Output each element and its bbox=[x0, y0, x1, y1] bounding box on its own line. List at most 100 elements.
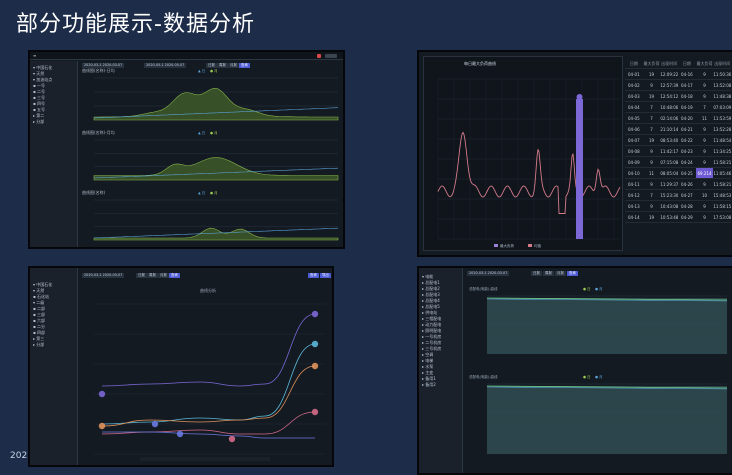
series-line bbox=[101, 343, 316, 425]
tree-item[interactable]: ▸ 动力配电 bbox=[422, 322, 442, 327]
tree-item[interactable]: ▾ 电能 bbox=[422, 274, 434, 279]
toolbar-button[interactable]: 月报 bbox=[158, 273, 169, 278]
user-avatar[interactable] bbox=[325, 54, 337, 58]
tree-item[interactable]: ▸ 照明配电 bbox=[422, 328, 442, 333]
table-cell: 08:53:40 bbox=[660, 138, 679, 143]
toolbar-button[interactable]: 日报 bbox=[206, 63, 217, 68]
toolbar-button[interactable]: 日报 bbox=[136, 273, 147, 278]
table-cell: 04-12 bbox=[628, 193, 640, 198]
table-cell: 04-04 bbox=[628, 105, 640, 110]
table-row: 04-09 9 07:15:08 04-24 9 11:58:21 bbox=[625, 157, 731, 168]
tree-item[interactable]: ▸ 一号机房 bbox=[422, 334, 442, 339]
table-cell: 04-24 bbox=[681, 160, 693, 165]
table-cell: 9 bbox=[650, 160, 653, 165]
point-marker bbox=[311, 362, 319, 370]
table-cell: 11:42:17 bbox=[660, 149, 679, 154]
table-cell: 7 bbox=[650, 127, 653, 132]
table-cell: 9 bbox=[703, 94, 706, 99]
tree-item[interactable]: ▸ 水泵 bbox=[422, 364, 434, 369]
toolbar-button[interactable]: 2020-03-1 2020-03-07 bbox=[467, 271, 510, 276]
table-cell: 04-23 bbox=[681, 149, 693, 154]
tree-item[interactable]: ▸ 分部 bbox=[33, 342, 45, 347]
toolbar-button[interactable]: 月报 bbox=[228, 63, 239, 68]
tree-item[interactable]: ▾ 中国石化 bbox=[33, 65, 53, 70]
tree-item[interactable]: ▾ 中国石化 bbox=[33, 282, 53, 287]
toolbar-button[interactable]: 查询 bbox=[567, 271, 578, 276]
toolbar-button[interactable]: 周报 bbox=[217, 63, 228, 68]
tree-item[interactable]: ▾ 天然 bbox=[33, 71, 45, 76]
tree-item[interactable]: ▸ 备用1 bbox=[422, 376, 436, 381]
tree-item[interactable]: ▸ 总配电5 bbox=[422, 304, 440, 309]
tree-item[interactable]: ▸ 三相配电 bbox=[422, 316, 442, 321]
tree-item[interactable]: ▪ 二分 bbox=[33, 324, 45, 329]
toolbar-button[interactable]: 月报 bbox=[555, 271, 566, 276]
tree-item[interactable]: ▸ 第二 bbox=[33, 113, 45, 118]
tree-list[interactable]: ▾ 电能 ▸ 总配电1 ▸ 总配电2 ▸ 总配电3 ▸ 总配电4 ▸ 总配电5 ▸ 供电站… bbox=[422, 274, 441, 388]
toolbar-button[interactable]: 查询 bbox=[239, 63, 250, 68]
tree-item[interactable]: ▪ 石化站 bbox=[33, 294, 49, 299]
page-title: 部分功能展示-数据分析 bbox=[16, 12, 255, 37]
tree-item[interactable]: ▸ 总配电3 bbox=[422, 292, 440, 297]
tree-item[interactable]: ▾ 天然 bbox=[33, 288, 45, 293]
table-cell: 7 bbox=[650, 116, 653, 121]
toolbar-button[interactable]: 2020-05-1 2020-05-07 bbox=[144, 63, 187, 68]
tree-item[interactable]: ▸ 三号机房 bbox=[422, 346, 442, 351]
tree-item[interactable]: ▸ 供电站 bbox=[422, 310, 438, 315]
tree-item[interactable]: ▪ 二部 bbox=[33, 306, 45, 311]
tree-item[interactable]: ▸ 总配电1 bbox=[422, 280, 440, 285]
chart-title: 总配电(电能)-曲线 bbox=[469, 286, 498, 291]
table-cell: 04-22 bbox=[681, 138, 693, 143]
area-fill bbox=[487, 298, 727, 354]
table-row: 04-02 9 12:57:39 04-17 9 13:52:08 bbox=[625, 80, 731, 91]
table-cell: 04-14 bbox=[628, 215, 640, 220]
tree-item[interactable]: ▪ 二号 bbox=[33, 89, 45, 94]
tree-item[interactable]: ▪ 六部 bbox=[33, 318, 45, 323]
area-series bbox=[93, 157, 339, 181]
tree-item[interactable]: ▸ 分部 bbox=[33, 119, 45, 124]
tree-item[interactable]: ▪ 五号 bbox=[33, 107, 45, 112]
tree-item[interactable]: ▪ 一号 bbox=[33, 83, 45, 88]
toolbar-button[interactable]: 2020-03-1 2020-03-07 bbox=[82, 63, 125, 68]
tree-item[interactable]: ▸ 总配电4 bbox=[422, 298, 440, 303]
tree-item[interactable]: ▸ 电梯 bbox=[422, 358, 434, 363]
tree-item[interactable]: ▪ 四号 bbox=[33, 101, 45, 106]
menu-icon[interactable]: ≡ bbox=[33, 53, 37, 58]
tree-list[interactable]: ▾ 中国石化 ▾ 天然 ▾ 加油站点 ▪ 一号 ▪ 二号 ▪ 三号 ▪ 四号 ▪ 五… bbox=[33, 65, 52, 125]
table-cell: 13:52:08 bbox=[713, 83, 732, 88]
toolbar-button[interactable]: 日报 bbox=[531, 271, 542, 276]
tree-item[interactable]: ▾ 加油站点 bbox=[33, 77, 53, 82]
action-button[interactable]: 导出 bbox=[320, 273, 331, 278]
table-cell: 9 bbox=[650, 204, 653, 209]
tree-item[interactable]: ▸ 备用2 bbox=[422, 382, 436, 387]
tree-item[interactable]: ▸ 二号机房 bbox=[422, 340, 442, 345]
table-cell: 11:48:54 bbox=[713, 138, 732, 143]
load-line bbox=[437, 131, 621, 214]
tree-item[interactable]: ▸ 空调 bbox=[422, 352, 434, 357]
tree-item[interactable]: ▪ 三号 bbox=[33, 95, 45, 100]
tree-list[interactable]: ▾ 中国石化 ▾ 天然 ▪ 石化站 ▾ 二级 ▪ 二部 ▪ 三部 ▪ 六部 ▪ 二分… bbox=[33, 282, 52, 348]
table-cell: 9 bbox=[703, 160, 706, 165]
table-cell: 04-19 bbox=[681, 105, 693, 110]
tree-item[interactable]: ▸ 主变 bbox=[422, 370, 434, 375]
toolbar-button[interactable]: 周报 bbox=[147, 273, 158, 278]
tree-item[interactable]: ▪ 三部 bbox=[33, 312, 45, 317]
tree-item[interactable]: ▸ 第三 bbox=[33, 336, 45, 341]
table-cell: 12:09:22 bbox=[660, 72, 679, 77]
tree-item[interactable]: ▾ 二级 bbox=[33, 300, 45, 305]
tree-item[interactable]: ▸ 总配电2 bbox=[422, 286, 440, 291]
table-cell: 9 bbox=[703, 182, 706, 187]
chart-title: 每日最大负荷曲线 bbox=[464, 61, 496, 66]
action-button[interactable]: 查询 bbox=[308, 273, 319, 278]
table-cell: 9 bbox=[703, 149, 706, 154]
toolbar-button[interactable]: 周报 bbox=[543, 271, 554, 276]
series-line bbox=[101, 313, 316, 387]
toolbar-button[interactable]: 2020-03-1 2020-03-07 bbox=[82, 273, 125, 278]
tree-item[interactable]: ▪ 四部 bbox=[33, 330, 45, 335]
alert-icon[interactable] bbox=[317, 54, 321, 58]
chart-title: 曲线分析 bbox=[200, 288, 216, 293]
table-cell: 10 bbox=[701, 193, 708, 198]
point-marker bbox=[311, 310, 319, 318]
toolbar-button[interactable]: 查询 bbox=[169, 273, 180, 278]
table-cell: 10:43:08 bbox=[660, 204, 679, 209]
table-cell: 11:58:15 bbox=[713, 204, 732, 209]
